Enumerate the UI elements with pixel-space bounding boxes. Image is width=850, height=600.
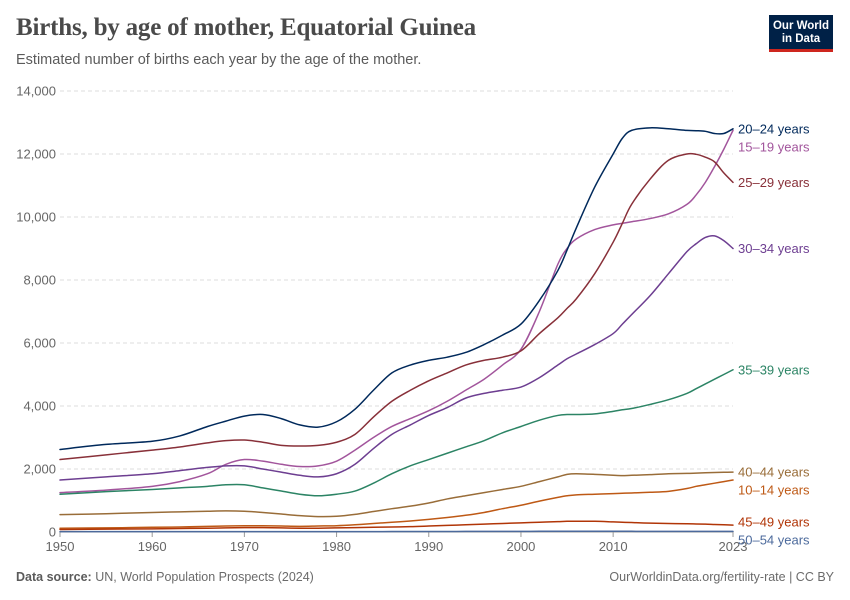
series-label: 50–54 years bbox=[738, 533, 810, 548]
series-label: 15–19 years bbox=[738, 139, 810, 154]
owid-logo[interactable]: Our World in Data bbox=[769, 15, 833, 52]
series-line[interactable] bbox=[59, 479, 734, 529]
y-tick-label: 8,000 bbox=[23, 273, 56, 288]
series-lines bbox=[59, 127, 734, 533]
y-tick-label: 2,000 bbox=[23, 462, 56, 477]
series-line[interactable] bbox=[59, 520, 734, 531]
series-label: 45–49 years bbox=[738, 515, 810, 530]
grid-lines bbox=[60, 90, 733, 470]
x-tick-label: 1990 bbox=[414, 539, 443, 554]
series-line[interactable] bbox=[59, 471, 734, 518]
logo-line-1: Our World bbox=[772, 20, 829, 32]
chart-title: Births, by age of mother, Equatorial Gui… bbox=[16, 14, 476, 41]
series-line[interactable] bbox=[59, 127, 734, 451]
footer-source: Data source: UN, World Population Prospe… bbox=[16, 570, 314, 584]
line-chart: 02,0004,0006,0008,00010,00012,00014,000 … bbox=[16, 84, 810, 555]
footer-license[interactable]: OurWorldinData.org/fertility-rate | CC B… bbox=[609, 570, 834, 584]
x-tick-label: 2000 bbox=[506, 539, 535, 554]
series-label: 30–34 years bbox=[738, 241, 810, 256]
y-tick-label: 4,000 bbox=[23, 399, 56, 414]
x-tick-label: 2023 bbox=[719, 539, 748, 554]
series-line[interactable] bbox=[59, 369, 734, 497]
x-tick-label: 1960 bbox=[138, 539, 167, 554]
x-tick-label: 1980 bbox=[322, 539, 351, 554]
series-label: 10–14 years bbox=[738, 483, 810, 498]
series-label: 20–24 years bbox=[738, 121, 810, 136]
y-tick-label: 6,000 bbox=[23, 336, 56, 351]
y-tick-label: 0 bbox=[49, 525, 56, 540]
series-label: 40–44 years bbox=[738, 465, 810, 480]
series-line[interactable] bbox=[59, 129, 734, 494]
series-label: 35–39 years bbox=[738, 362, 810, 377]
source-label: Data source: bbox=[16, 570, 92, 584]
x-axis: 1950 1960 1970 1980 1990 2000 2010 2023 bbox=[46, 531, 748, 554]
series-label: 25–29 years bbox=[738, 175, 810, 190]
y-tick-label: 14,000 bbox=[16, 84, 56, 99]
logo-line-2: in Data bbox=[781, 33, 821, 45]
series-line[interactable] bbox=[59, 234, 734, 481]
chart-subtitle: Estimated number of births each year by … bbox=[16, 52, 422, 68]
source-text: UN, World Population Prospects (2024) bbox=[95, 570, 314, 584]
x-tick-label: 1970 bbox=[230, 539, 259, 554]
y-tick-label: 10,000 bbox=[16, 210, 56, 225]
x-tick-label: 2010 bbox=[599, 539, 628, 554]
x-tick-label: 1950 bbox=[46, 539, 75, 554]
series-labels: 20–24 years 15–19 years 25–29 years 30–34 y… bbox=[738, 121, 810, 547]
series-line[interactable] bbox=[59, 152, 734, 461]
y-tick-label: 12,000 bbox=[16, 147, 56, 162]
y-axis-ticks: 0 2,000 4,000 6,000 8,000 10,000 12,000 14,000 bbox=[16, 84, 56, 540]
